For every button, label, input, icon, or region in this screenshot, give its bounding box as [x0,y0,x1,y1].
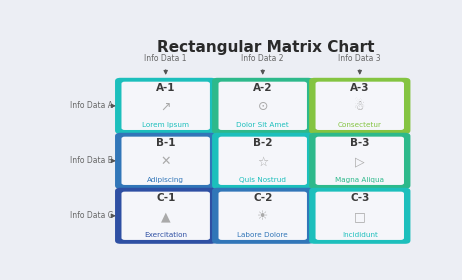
FancyBboxPatch shape [212,188,313,244]
Text: Labore Dolore: Labore Dolore [237,232,288,238]
FancyBboxPatch shape [219,137,307,185]
Text: Info Data A: Info Data A [70,101,113,110]
Text: ☆: ☆ [257,155,268,168]
FancyBboxPatch shape [115,133,216,189]
Text: Info Data 1: Info Data 1 [145,54,187,63]
Text: Info Data C: Info Data C [70,211,113,220]
FancyBboxPatch shape [115,78,216,134]
FancyBboxPatch shape [309,133,410,189]
FancyBboxPatch shape [122,192,210,240]
Text: Consectetur: Consectetur [338,122,382,128]
Text: C-3: C-3 [350,193,370,203]
Text: Quis Nostrud: Quis Nostrud [239,177,286,183]
Text: ▲: ▲ [161,210,170,223]
Text: ☀: ☀ [257,210,268,223]
Text: Dolor Sit Amet: Dolor Sit Amet [237,122,289,128]
Text: ▷: ▷ [355,155,365,168]
Text: C-1: C-1 [156,193,176,203]
Text: C-2: C-2 [253,193,273,203]
Text: Info Data 3: Info Data 3 [339,54,381,63]
Text: Exercitation: Exercitation [144,232,187,238]
Text: Lorem Ipsum: Lorem Ipsum [142,122,189,128]
Text: □: □ [354,210,365,223]
Text: Info Data 2: Info Data 2 [242,54,284,63]
Text: A-1: A-1 [156,83,176,93]
FancyBboxPatch shape [316,82,404,130]
Text: B-2: B-2 [253,138,273,148]
Text: B-3: B-3 [350,138,370,148]
Text: ↗: ↗ [160,101,171,113]
Text: ☃: ☃ [354,101,365,113]
Text: ⊙: ⊙ [257,101,268,113]
FancyBboxPatch shape [212,78,313,134]
Text: B-1: B-1 [156,138,176,148]
FancyBboxPatch shape [219,192,307,240]
FancyBboxPatch shape [115,188,216,244]
FancyBboxPatch shape [309,78,410,134]
Text: Incididunt: Incididunt [342,232,378,238]
Text: Magna Aliqua: Magna Aliqua [335,177,384,183]
FancyBboxPatch shape [219,82,307,130]
Text: Adipiscing: Adipiscing [147,177,184,183]
Text: Rectangular Matrix Chart: Rectangular Matrix Chart [157,40,374,55]
FancyBboxPatch shape [309,188,410,244]
FancyBboxPatch shape [122,82,210,130]
FancyBboxPatch shape [316,192,404,240]
Text: Info Data B: Info Data B [70,156,113,165]
FancyBboxPatch shape [122,137,210,185]
Text: A-2: A-2 [253,83,273,93]
Text: ✕: ✕ [160,155,171,168]
FancyBboxPatch shape [212,133,313,189]
Text: A-3: A-3 [350,83,370,93]
FancyBboxPatch shape [316,137,404,185]
